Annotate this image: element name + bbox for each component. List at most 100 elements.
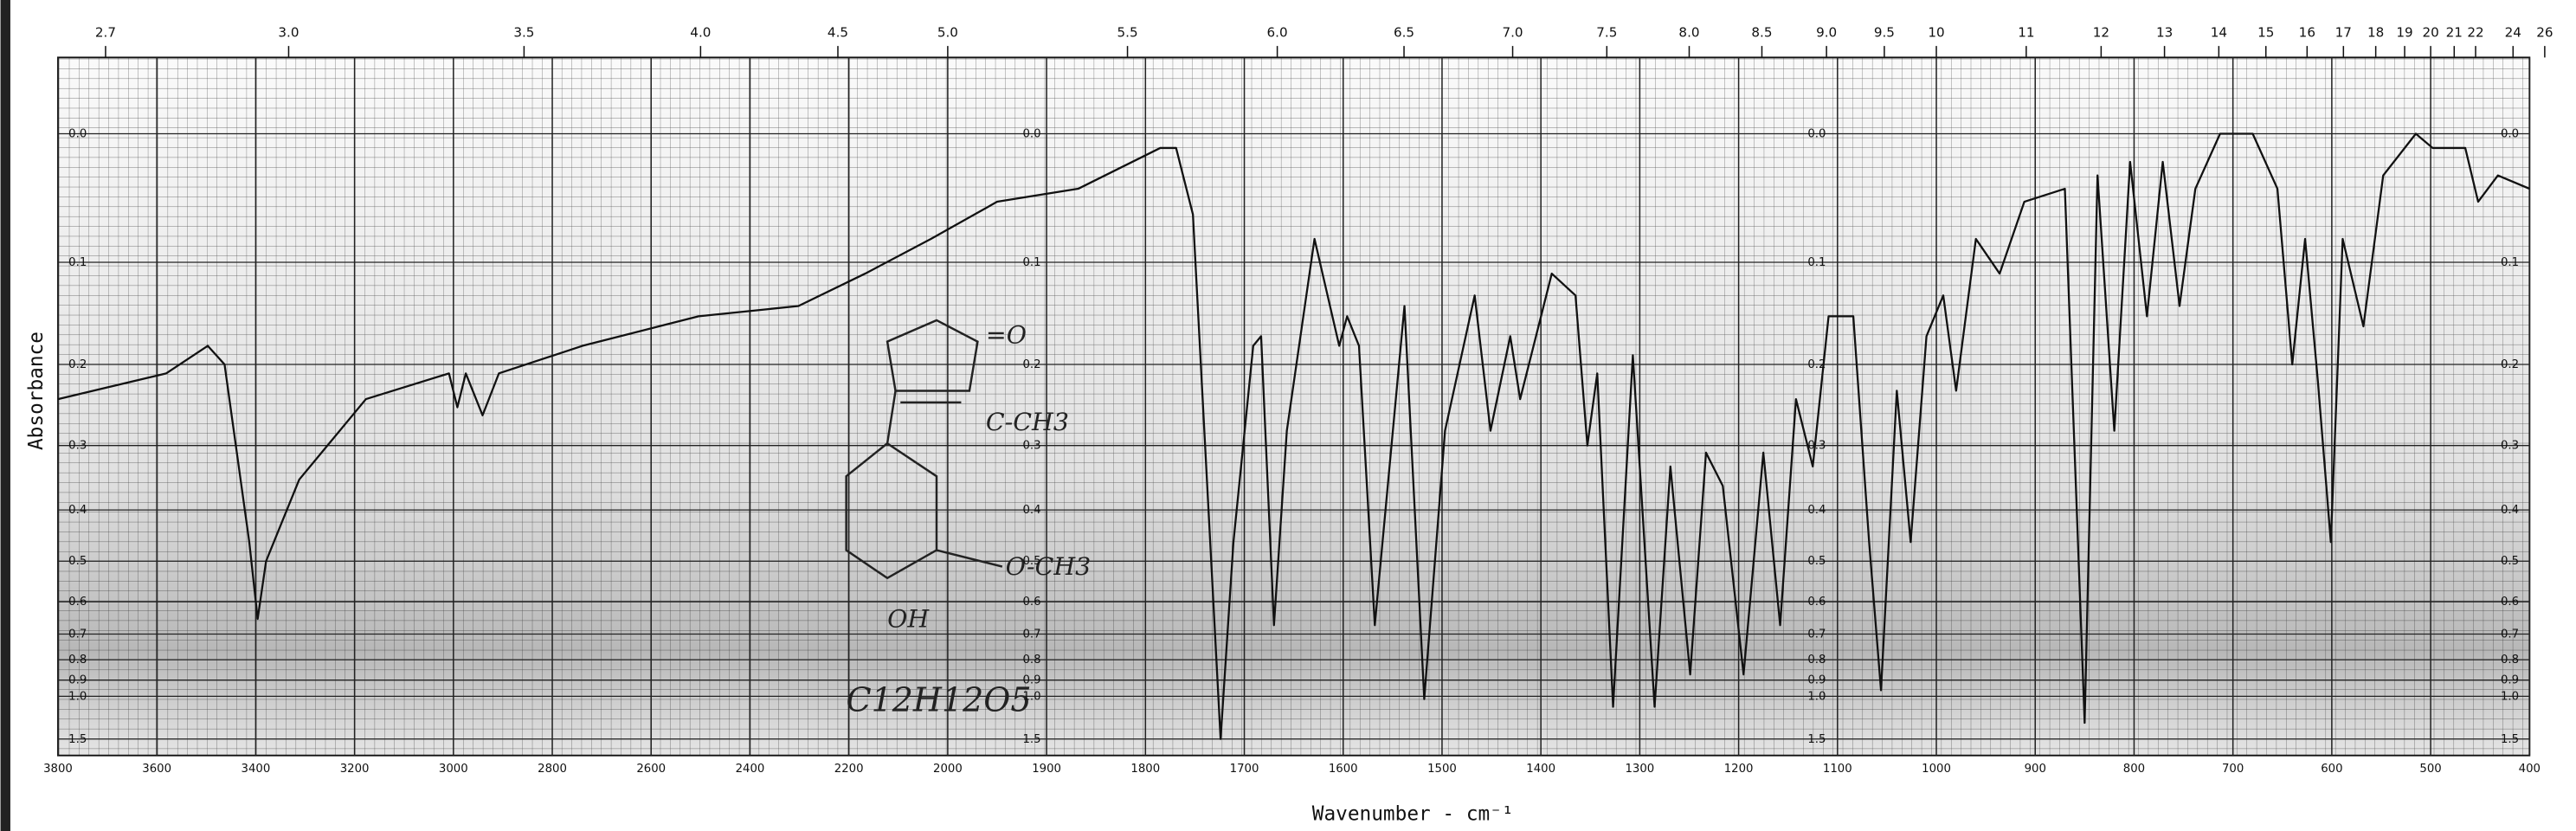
y-tick-label: 0.8 [1022, 654, 1040, 667]
y-tick-label: 0.9 [68, 674, 87, 687]
top-tick-label: 3.5 [513, 24, 534, 40]
y-tick-label: 0.0 [1022, 128, 1040, 141]
top-tick-label: 2.7 [95, 24, 116, 40]
y-tick-label: 0.9 [1807, 674, 1826, 687]
y-tick-label: 0.0 [1807, 128, 1826, 141]
y-tick-label: 1.5 [68, 733, 87, 746]
x-tick-label: 2200 [834, 763, 864, 776]
y-tick-label: 0.9 [2501, 674, 2519, 687]
y-tick-label: 0.8 [1807, 654, 1826, 667]
top-tick-label: 8.0 [1678, 24, 1699, 40]
top-tick-label: 9.0 [1816, 24, 1837, 40]
y-tick-label: 0.4 [2501, 504, 2519, 517]
x-tick-label: 3800 [43, 763, 73, 776]
y-tick-label: 0.2 [1807, 358, 1826, 371]
top-tick-label: 13 [2156, 24, 2173, 40]
annotation: =O [986, 320, 1027, 349]
top-tick-label: 9.5 [1874, 24, 1895, 40]
x-axis-label: Wavenumber - cm⁻¹ [1312, 803, 1514, 826]
y-tick-label: 0.5 [68, 555, 87, 568]
top-tick-label: 5.5 [1117, 24, 1137, 40]
y-tick-label: 0.1 [2501, 256, 2519, 269]
y-tick-label: 0.3 [2501, 440, 2519, 453]
top-tick-label: 15 [2257, 24, 2274, 40]
y-tick-label: 0.7 [68, 628, 87, 641]
x-tick-label: 800 [2123, 763, 2145, 776]
y-tick-label: 0.7 [2501, 628, 2519, 641]
top-tick-label: 20 [2422, 24, 2438, 40]
y-tick-label: 1.0 [68, 690, 87, 703]
x-tick-label: 1800 [1130, 763, 1160, 776]
top-tick-label: 24 [2505, 24, 2521, 40]
x-tick-label: 3000 [439, 763, 468, 776]
top-tick-label: 10 [1928, 24, 1944, 40]
x-tick-label: 3600 [142, 763, 171, 776]
top-tick-label: 17 [2335, 24, 2352, 40]
x-tick-label: 3400 [242, 763, 271, 776]
y-tick-label: 0.7 [1807, 628, 1826, 641]
y-tick-label: 0.5 [1022, 555, 1040, 568]
y-tick-label: 0.6 [68, 596, 87, 609]
y-tick-label: 0.8 [2501, 654, 2519, 667]
y-tick-label: 1.5 [1807, 733, 1826, 746]
y-tick-label: 0.5 [1807, 555, 1826, 568]
x-tick-label: 600 [2321, 763, 2342, 776]
paper-shading [57, 57, 2530, 756]
x-tick-label: 900 [2025, 763, 2046, 776]
y-tick-label: 0.6 [2501, 596, 2519, 609]
top-tick-label: 11 [2018, 24, 2034, 40]
x-tick-label: 700 [2222, 763, 2244, 776]
x-tick-label: 2800 [538, 763, 567, 776]
top-tick-label: 12 [2093, 24, 2109, 40]
y-tick-label: 1.5 [2501, 733, 2519, 746]
y-tick-label: 0.1 [1022, 256, 1040, 269]
structure [845, 319, 1003, 580]
x-tick-label: 1000 [1922, 763, 1951, 776]
y-tick-label: 0.0 [68, 128, 87, 141]
top-tick-label: 4.0 [690, 24, 711, 40]
x-tick-label: 2000 [933, 763, 963, 776]
x-tick-label: 1700 [1230, 763, 1259, 776]
x-tick-label: 400 [2519, 763, 2541, 776]
top-tick-label: 7.0 [1502, 24, 1523, 40]
top-tick-label: 26 [2536, 24, 2553, 40]
top-tick-label: 4.5 [828, 24, 848, 40]
x-tick-label: 1200 [1724, 763, 1754, 776]
y-tick-label: 1.0 [1807, 690, 1826, 703]
top-tick-label: 6.0 [1267, 24, 1288, 40]
y-tick-label: 0.4 [1022, 504, 1040, 517]
top-tick-label: 22 [2467, 24, 2483, 40]
y-tick-label: 1.0 [2501, 690, 2519, 703]
y-tick-label: 1.5 [1022, 733, 1040, 746]
top-tick-label: 21 [2446, 24, 2463, 40]
y-tick-label: 0.4 [68, 504, 87, 517]
x-tick-label: 2600 [636, 763, 666, 776]
scan-edge [0, 0, 10, 831]
y-tick-label: 0.1 [68, 256, 87, 269]
x-tick-label: 2400 [736, 763, 765, 776]
y-axis-label: Absorbance [25, 332, 48, 450]
annotation: OH [887, 605, 930, 634]
top-tick-label: 8.5 [1751, 24, 1772, 40]
x-tick-label: 1500 [1427, 763, 1457, 776]
top-tick-label: 6.5 [1394, 24, 1414, 40]
y-tick-label: 0.9 [1022, 674, 1040, 687]
top-tick-label: 19 [2396, 24, 2412, 40]
top-tick-label: 7.5 [1596, 24, 1617, 40]
x-tick-label: 1900 [1032, 763, 1061, 776]
x-tick-label: 1400 [1526, 763, 1555, 776]
y-tick-label: 1.0 [1022, 690, 1040, 703]
top-tick-label: 18 [2367, 24, 2384, 40]
top-tick-label: 3.0 [278, 24, 299, 40]
top-tick-label: 16 [2299, 24, 2315, 40]
y-tick-label: 0.5 [2501, 555, 2519, 568]
x-tick-label: 3200 [340, 763, 370, 776]
annotation: C12H12O5 [847, 681, 1032, 719]
x-tick-label: 1100 [1823, 763, 1852, 776]
y-tick-label: 0.3 [68, 440, 87, 453]
y-tick-label: 0.6 [1022, 596, 1040, 609]
y-tick-label: 0.7 [1022, 628, 1040, 641]
y-tick-label: 0.2 [2501, 358, 2519, 371]
x-tick-label: 1300 [1626, 763, 1655, 776]
